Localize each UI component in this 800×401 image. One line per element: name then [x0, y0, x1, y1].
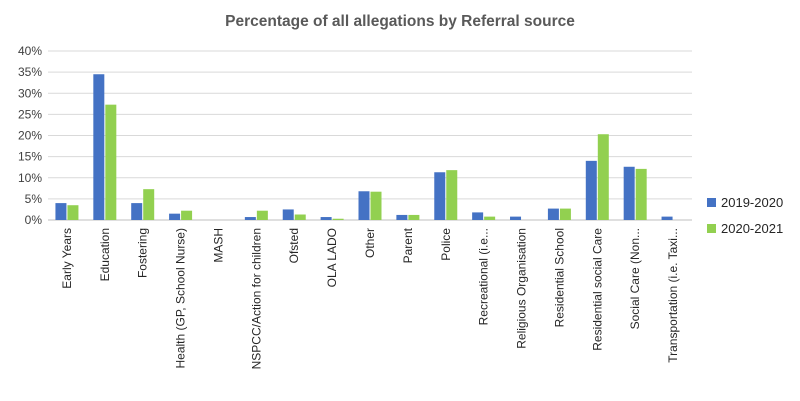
- x-category-label: Religious Organisation: [515, 228, 529, 349]
- bar: [547, 208, 559, 220]
- x-category-label: Early Years: [60, 228, 74, 289]
- bar: [320, 217, 332, 220]
- x-category-label: Ofsted: [287, 228, 301, 263]
- bar: [55, 203, 67, 220]
- x-category-label: NSPCC/Action for children: [249, 228, 263, 369]
- legend-swatch: [707, 224, 716, 233]
- y-tick-label: 35%: [18, 65, 42, 79]
- legend-label: 2020-2021: [721, 221, 783, 236]
- x-axis-labels: Early Years Education Fostering Health (GP,…: [60, 227, 680, 369]
- y-tick-label: 0%: [25, 213, 43, 227]
- legend-swatch: [707, 198, 716, 207]
- y-tick-label: 30%: [18, 86, 42, 100]
- bar: [143, 189, 155, 220]
- bar: [472, 212, 484, 220]
- y-tick-label: 15%: [18, 150, 42, 164]
- bars: [55, 74, 673, 220]
- bar: [181, 210, 193, 220]
- bar: [282, 209, 294, 220]
- bar: [510, 216, 522, 220]
- bar: [559, 208, 571, 220]
- legend: 2019-2020 2020-2021: [707, 195, 783, 236]
- gridlines: [48, 50, 692, 221]
- x-category-label: MASH: [211, 228, 225, 263]
- y-axis-ticks: 0% 5% 10% 15% 20% 25% 30% 35% 40%: [18, 44, 42, 227]
- y-tick-label: 10%: [18, 171, 42, 185]
- x-category-label: Transportation (i.e. Taxi...: [666, 228, 680, 363]
- x-category-label: Fostering: [136, 228, 150, 278]
- legend-label: 2019-2020: [721, 195, 783, 210]
- x-category-label: Education: [98, 228, 112, 281]
- bar: [169, 213, 181, 220]
- y-tick-label: 20%: [18, 129, 42, 143]
- bar: [585, 160, 597, 220]
- x-category-label: OLA LADO: [325, 228, 339, 287]
- bar: [370, 191, 382, 220]
- y-tick-label: 25%: [18, 107, 42, 121]
- bar: [408, 214, 420, 220]
- x-category-label: Health (GP, School Nurse): [174, 228, 188, 369]
- x-category-label: Residential School: [552, 228, 566, 327]
- bar: [597, 134, 609, 220]
- y-tick-label: 5%: [25, 192, 43, 206]
- x-category-label: Police: [439, 228, 453, 261]
- bar: [93, 74, 105, 220]
- bar: [332, 218, 344, 220]
- bar: [661, 216, 673, 220]
- bar: [396, 214, 408, 220]
- bar: [635, 168, 647, 220]
- bar: [67, 205, 79, 220]
- bar: [484, 216, 496, 220]
- x-category-label: Social Care (Non...: [628, 228, 642, 329]
- bar: [256, 210, 268, 220]
- bar: [294, 214, 306, 220]
- bar: [358, 191, 370, 220]
- bar: [446, 170, 458, 220]
- bar: [105, 104, 117, 220]
- bar: [434, 172, 446, 220]
- bar: [623, 166, 635, 220]
- bar: [244, 217, 256, 220]
- chart-title: Percentage of all allegations by Referra…: [225, 13, 575, 30]
- x-category-label: Parent: [401, 227, 415, 263]
- bar: [131, 203, 143, 220]
- x-category-label: Residential social Care: [590, 228, 604, 351]
- y-tick-label: 40%: [18, 44, 42, 58]
- x-category-label: Recreational (i.e...: [477, 228, 491, 325]
- x-category-label: Other: [363, 228, 377, 258]
